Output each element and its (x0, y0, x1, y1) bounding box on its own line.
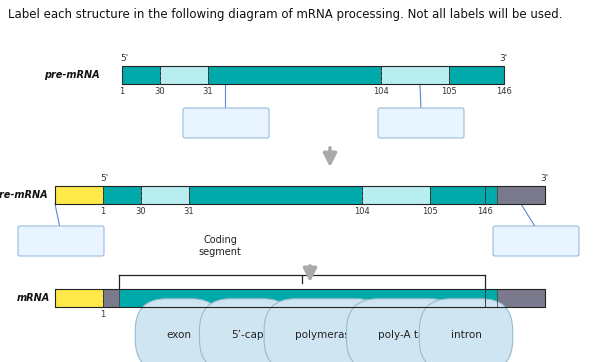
FancyBboxPatch shape (18, 226, 104, 256)
Text: intron: intron (451, 330, 481, 340)
Bar (362, 186, 430, 204)
Text: 146: 146 (477, 207, 493, 216)
FancyBboxPatch shape (183, 108, 269, 138)
Bar (449, 66, 504, 84)
Bar (485, 289, 497, 307)
Text: mRNA: mRNA (17, 293, 50, 303)
Text: 105: 105 (441, 87, 457, 96)
Bar (141, 186, 189, 204)
Text: 31: 31 (184, 207, 194, 216)
Bar (497, 186, 545, 204)
Bar (103, 186, 141, 204)
Text: 30: 30 (155, 87, 166, 96)
Bar (103, 289, 119, 307)
Bar (497, 289, 545, 307)
Bar (362, 186, 430, 204)
Bar (430, 186, 485, 204)
FancyBboxPatch shape (493, 226, 579, 256)
Text: pre-mRNA: pre-mRNA (44, 70, 100, 80)
Bar (55, 186, 545, 204)
Text: 104: 104 (354, 207, 370, 216)
Text: 30: 30 (136, 207, 146, 216)
Text: 5’-cap: 5’-cap (231, 330, 263, 340)
Text: 104: 104 (373, 87, 389, 96)
Bar (189, 186, 362, 204)
Bar (122, 66, 160, 84)
Bar (55, 289, 103, 307)
Bar (55, 289, 103, 307)
Bar (160, 66, 208, 84)
Bar (430, 186, 485, 204)
Text: 3': 3' (540, 174, 548, 183)
Text: Label each structure in the following diagram of mRNA processing. Not all labels: Label each structure in the following di… (8, 8, 563, 21)
Bar (381, 66, 449, 84)
Bar (497, 289, 545, 307)
Text: exon: exon (167, 330, 191, 340)
Text: 31: 31 (203, 87, 214, 96)
Bar (103, 289, 119, 307)
Text: pre-mRNA: pre-mRNA (0, 190, 48, 200)
Text: 146: 146 (496, 87, 512, 96)
Bar (208, 66, 381, 84)
Bar (55, 186, 103, 204)
Bar (141, 186, 189, 204)
Text: 1: 1 (119, 87, 125, 96)
Bar (122, 66, 160, 84)
Bar (119, 289, 485, 307)
Text: Coding
segment: Coding segment (199, 235, 241, 257)
Bar (55, 289, 545, 307)
Text: poly-A tail: poly-A tail (378, 330, 430, 340)
Text: 1: 1 (100, 310, 106, 319)
Bar (449, 66, 504, 84)
Text: polymerase: polymerase (295, 330, 356, 340)
Bar (103, 186, 141, 204)
Bar (122, 66, 504, 84)
Text: 1: 1 (100, 207, 106, 216)
FancyBboxPatch shape (378, 108, 464, 138)
Bar (497, 186, 545, 204)
Bar (485, 186, 497, 204)
Bar (485, 186, 497, 204)
Text: 5': 5' (120, 54, 128, 63)
Text: 146: 146 (477, 310, 493, 319)
Text: 5': 5' (100, 174, 108, 183)
Bar (208, 66, 381, 84)
Text: 105: 105 (422, 207, 438, 216)
Bar (485, 289, 497, 307)
Bar (189, 186, 362, 204)
Bar (160, 66, 208, 84)
Bar (381, 66, 449, 84)
Text: 3': 3' (499, 54, 507, 63)
Bar (55, 186, 103, 204)
Bar (119, 289, 485, 307)
